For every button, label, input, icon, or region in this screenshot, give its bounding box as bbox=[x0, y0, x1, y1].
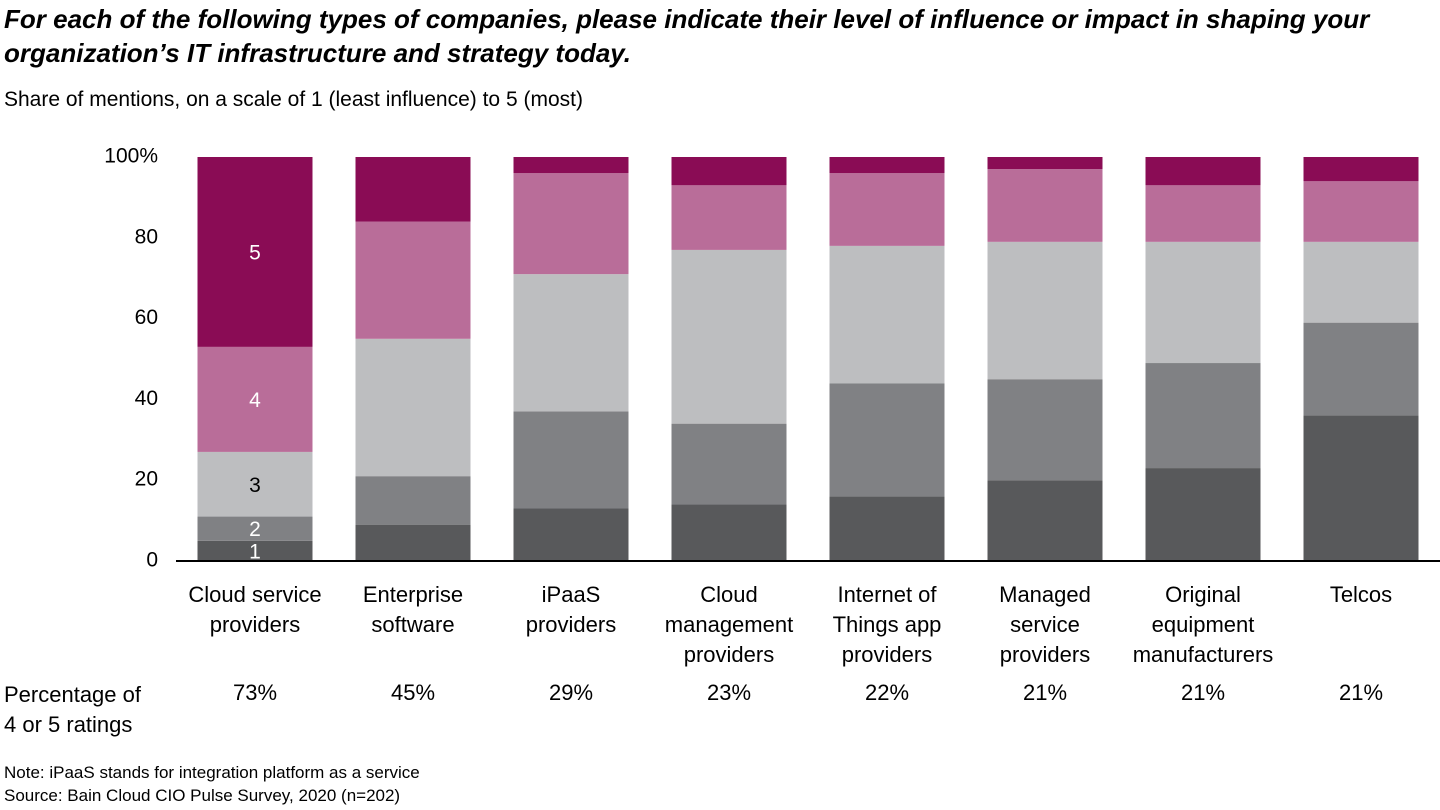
y-tick-label: 0 bbox=[146, 549, 158, 572]
bar-segment bbox=[829, 383, 945, 497]
bar-segment bbox=[1303, 181, 1419, 242]
segment-label: 5 bbox=[249, 241, 261, 264]
bar-segment bbox=[197, 516, 313, 541]
chart-title: For each of the following types of compa… bbox=[4, 4, 1370, 68]
bar-segment bbox=[197, 540, 313, 561]
bar-segment bbox=[671, 157, 787, 186]
bar-segment bbox=[829, 157, 945, 174]
bar-segment bbox=[987, 241, 1103, 380]
bar-segment bbox=[829, 496, 945, 561]
share-label: 21% bbox=[1180, 680, 1226, 705]
share-label: 23% bbox=[706, 680, 752, 705]
x-tick-label: Cloud management providers bbox=[664, 582, 794, 667]
bar-segment bbox=[671, 423, 787, 505]
x-tick-label: Internet of Things app providers bbox=[832, 582, 942, 667]
bar-segment bbox=[1303, 241, 1419, 323]
bar-segment bbox=[355, 157, 471, 222]
chart-subtitle: Share of mentions, on a scale of 1 (leas… bbox=[4, 88, 583, 111]
bar-segment bbox=[513, 157, 629, 174]
bar-segment bbox=[1145, 468, 1261, 561]
segment-label: 4 bbox=[249, 389, 261, 412]
bar-segment bbox=[1303, 322, 1419, 416]
y-tick-label: 80 bbox=[135, 225, 158, 248]
row-label: Percentage of 4 or 5 ratings bbox=[4, 682, 141, 737]
x-tick-label: Managed service providers bbox=[999, 582, 1091, 667]
bar-segment bbox=[197, 157, 313, 347]
y-tick-label: 60 bbox=[135, 306, 158, 329]
share-label: 21% bbox=[1338, 680, 1384, 705]
bar-segment bbox=[513, 508, 629, 561]
bar-segment bbox=[355, 338, 471, 477]
share-label: 21% bbox=[1022, 680, 1068, 705]
bar-segment bbox=[671, 185, 787, 250]
bar-segment bbox=[1145, 157, 1261, 186]
bar-segment bbox=[1303, 157, 1419, 182]
bar-segment bbox=[671, 249, 787, 424]
x-tick-label: Cloud service providers bbox=[188, 582, 322, 637]
y-tick-label: 20 bbox=[135, 468, 158, 491]
bar-segment bbox=[1145, 363, 1261, 469]
note: Note: iPaaS stands for integration platf… bbox=[4, 763, 420, 782]
bar-segment bbox=[987, 379, 1103, 481]
source: Source: Bain Cloud CIO Pulse Survey, 202… bbox=[4, 786, 401, 805]
bar-segment bbox=[829, 173, 945, 246]
segment-label: 1 bbox=[249, 540, 261, 563]
bar-segment bbox=[355, 221, 471, 339]
bar-segment bbox=[987, 169, 1103, 242]
bar-segment bbox=[1145, 185, 1261, 242]
bar-segment bbox=[987, 480, 1103, 561]
segment-label: 2 bbox=[249, 518, 261, 541]
bar-segment bbox=[987, 157, 1103, 170]
bar-segment bbox=[513, 411, 629, 509]
share-label: 73% bbox=[232, 680, 278, 705]
y-tick-label: 100% bbox=[104, 145, 158, 168]
bar-segment bbox=[355, 524, 471, 561]
x-tick-label: iPaaS providers bbox=[525, 582, 617, 637]
bar-segment bbox=[829, 245, 945, 384]
share-label: 22% bbox=[864, 680, 910, 705]
bar-segment bbox=[197, 346, 313, 452]
share-label: 45% bbox=[390, 680, 436, 705]
share-label: 29% bbox=[548, 680, 594, 705]
x-tick-label: Enterprise software bbox=[362, 582, 464, 637]
bar-segment bbox=[513, 274, 629, 412]
segment-label: 3 bbox=[249, 474, 261, 497]
bar-segment bbox=[513, 173, 629, 275]
bar-segment bbox=[1145, 241, 1261, 364]
x-tick-label: Original equipment manufacturers bbox=[1132, 582, 1274, 667]
x-tick-label: Telcos bbox=[1329, 582, 1393, 607]
y-tick-label: 40 bbox=[135, 387, 158, 410]
bar-segment bbox=[1303, 415, 1419, 561]
bar-segment bbox=[671, 504, 787, 561]
bar-segment bbox=[355, 476, 471, 525]
bar-segment bbox=[197, 451, 313, 517]
